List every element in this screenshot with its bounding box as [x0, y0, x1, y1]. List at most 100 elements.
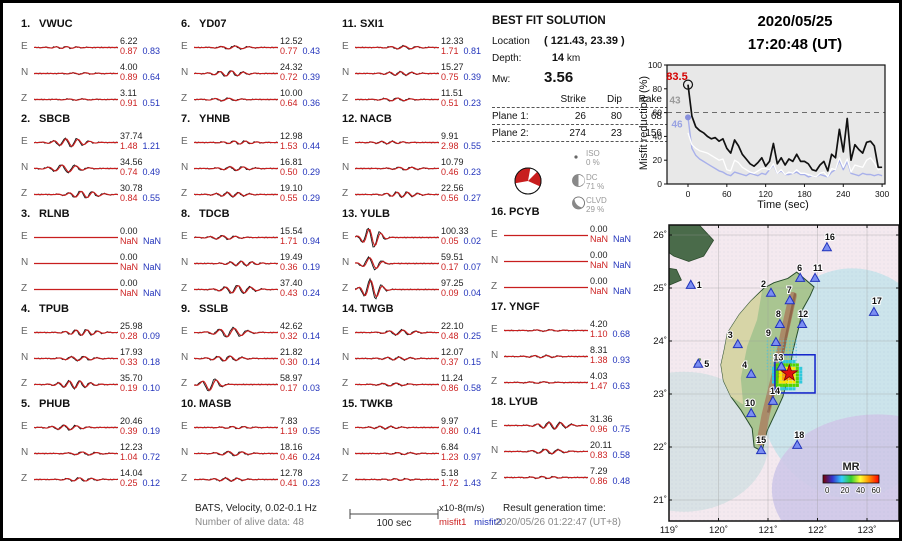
- trace-row: Z 12.78 0.41 0.23: [179, 465, 337, 491]
- station-number: 4.: [21, 303, 31, 315]
- dc-icon: [572, 174, 585, 187]
- misfit2-value: 0.39: [302, 72, 321, 82]
- y-tick-label: 0: [657, 179, 662, 189]
- station-marker-6: [794, 272, 806, 282]
- misfit2-value: 0.04: [463, 288, 482, 298]
- clvd-icon: [572, 196, 585, 210]
- station-number: 15.: [342, 398, 358, 410]
- waveform-trace: [34, 45, 118, 50]
- channel-label: N: [342, 446, 350, 458]
- waveform-trace: [194, 191, 278, 198]
- station-number: 7.: [181, 113, 191, 125]
- station-header: 5. PHUB: [21, 398, 177, 413]
- station-name: VWUC: [39, 18, 73, 30]
- channel-label: E: [21, 230, 28, 242]
- strike-header: Strike: [560, 94, 586, 105]
- y-tick-label: 100: [648, 60, 662, 70]
- station-block: 12. NACB E 9.91 2.98 0.55 N 10.79 0.46 0.23 Z 22.56…: [340, 113, 498, 207]
- channel-label: E: [21, 325, 28, 337]
- trace-amplitude: 15.27: [441, 62, 464, 72]
- waveform-column: 1. VWUC E 6.22 0.87 0.83 N 4.00 0.89 0.64 Z 3.11 0.9…: [19, 17, 177, 492]
- channel-label: N: [342, 256, 350, 268]
- epicenter-star: [780, 363, 799, 382]
- misfit1-value: 0.19: [120, 383, 138, 393]
- misfit2-value: NaN: [613, 234, 632, 244]
- misfit2-value: 1.43: [463, 478, 482, 488]
- channel-label: N: [491, 349, 499, 361]
- channel-label: N: [342, 351, 350, 363]
- trace-amplitude: 59.51: [441, 252, 464, 262]
- misfit2-value: 0.23: [302, 478, 321, 488]
- trace-amplitude: 12.23: [120, 442, 143, 452]
- lat-tick-label: 25˚: [653, 283, 667, 294]
- station-header: 8. TDCB: [181, 208, 337, 223]
- misfit2-value: 0.15: [463, 357, 482, 367]
- trace-values: 18.16 0.46 0.24: [280, 442, 320, 462]
- station-marker-label: 4: [742, 360, 747, 370]
- misfit1-value: 0.48: [441, 331, 459, 341]
- rake-header: Rake: [638, 94, 662, 105]
- channel-label: N: [181, 446, 189, 458]
- waveform-trace: [194, 450, 278, 457]
- station-header: 14. TWGB: [342, 303, 498, 318]
- trace-values: 25.98 0.28 0.09: [120, 321, 160, 341]
- trace-values: 24.32 0.72 0.39: [280, 62, 320, 82]
- trace-amplitude: 6.84: [441, 442, 459, 452]
- channel-label: E: [21, 135, 28, 147]
- misfit1-value: 1.47: [590, 381, 608, 391]
- trace-row: Z 30.78 0.84 0.55: [19, 180, 177, 206]
- trace-amplitude: 7.29: [590, 466, 608, 476]
- misfit2-value: 0.58: [612, 450, 631, 460]
- plane1-dip: 80: [610, 111, 622, 122]
- mr-colorbar: [822, 474, 880, 484]
- misfit2-value: 0.68: [612, 329, 631, 339]
- trace-row: Z 3.11 0.91 0.51: [19, 85, 177, 111]
- misfit1-value: 2.98: [441, 141, 459, 151]
- station-header: 10. MASB: [181, 398, 337, 413]
- misfit1-value: 0.09: [441, 288, 459, 298]
- trace-values: 0.00 NaN NaN: [590, 224, 631, 244]
- trace-amplitude: 15.54: [280, 226, 303, 236]
- station-marker-label: 7: [787, 285, 792, 295]
- misfit2-value: 0.14: [302, 357, 321, 367]
- station-name: YULB: [360, 208, 390, 220]
- trace-row: E 12.52 0.77 0.43: [179, 33, 337, 59]
- channel-label: N: [21, 446, 29, 458]
- station-header: 1. VWUC: [21, 18, 177, 33]
- trace-values: 37.40 0.43 0.24: [280, 278, 320, 298]
- waveform-trace: [34, 71, 118, 76]
- station-block: 6. YD07 E 12.52 0.77 0.43 N 24.32 0.72 0.39 Z 10.00…: [179, 18, 337, 112]
- clvd-value: 29 %: [586, 205, 604, 214]
- trace-row: N 12.23 1.04 0.72: [19, 439, 177, 465]
- station-marker-label: 12: [798, 309, 808, 319]
- waveform-trace: [194, 260, 278, 267]
- channel-label: Z: [181, 282, 188, 294]
- result-time-value: 2020/05/26 01:22:47 (UT+8): [495, 517, 621, 528]
- station-marker-label: 13: [773, 352, 783, 362]
- misfit2-value: NaN: [143, 236, 162, 246]
- trace-row: Z 11.51 0.51 0.23: [340, 85, 498, 111]
- waveform-trace: [504, 475, 588, 480]
- misfit2-value: 0.19: [142, 426, 161, 436]
- channel-label: E: [181, 40, 188, 52]
- waveform-trace: [355, 277, 439, 300]
- trace-amplitude: 20.46: [120, 416, 143, 426]
- station-number: 1.: [21, 18, 31, 30]
- channel-label: E: [21, 40, 28, 52]
- waveform-trace: [194, 355, 278, 362]
- misfit1-legend: misfit1: [439, 517, 467, 528]
- misfit2-value: 0.43: [302, 46, 321, 56]
- trace-values: 14.04 0.25 0.12: [120, 468, 160, 488]
- plane2-label: Plane 2:: [492, 128, 529, 139]
- trace-row: E 37.74 1.48 1.21: [19, 128, 177, 154]
- trace-values: 35.70 0.19 0.10: [120, 373, 160, 393]
- trace-row: Z 58.97 0.17 0.03: [179, 370, 337, 396]
- misfit1-value: 0.75: [441, 72, 459, 82]
- station-header: 18. LYUB: [491, 396, 647, 411]
- misfit2-value: NaN: [613, 286, 632, 296]
- trace-row: E 12.98 1.53 0.44: [179, 128, 337, 154]
- trace-amplitude: 31.36: [590, 414, 613, 424]
- channel-label: Z: [342, 472, 349, 484]
- channel-label: Z: [21, 92, 28, 104]
- station-header: 3. RLNB: [21, 208, 177, 223]
